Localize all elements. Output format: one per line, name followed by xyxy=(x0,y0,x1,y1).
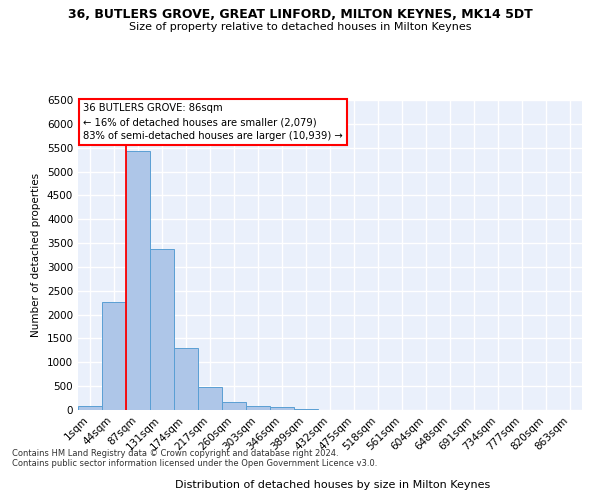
Text: Contains HM Land Registry data © Crown copyright and database right 2024.: Contains HM Land Registry data © Crown c… xyxy=(12,448,338,458)
Text: Contains public sector information licensed under the Open Government Licence v3: Contains public sector information licen… xyxy=(12,458,377,468)
Bar xyxy=(150,249,174,410)
Bar xyxy=(102,302,126,410)
Text: 36, BUTLERS GROVE, GREAT LINFORD, MILTON KEYNES, MK14 5DT: 36, BUTLERS GROVE, GREAT LINFORD, MILTON… xyxy=(68,8,532,20)
Bar xyxy=(174,348,198,410)
Bar xyxy=(126,151,150,410)
Bar xyxy=(198,387,222,410)
Bar xyxy=(270,408,294,410)
Bar xyxy=(246,406,270,410)
Text: Distribution of detached houses by size in Milton Keynes: Distribution of detached houses by size … xyxy=(175,480,491,490)
Text: 36 BUTLERS GROVE: 86sqm
← 16% of detached houses are smaller (2,079)
83% of semi: 36 BUTLERS GROVE: 86sqm ← 16% of detache… xyxy=(83,103,343,141)
Bar xyxy=(222,402,246,410)
Y-axis label: Number of detached properties: Number of detached properties xyxy=(31,173,41,337)
Text: Size of property relative to detached houses in Milton Keynes: Size of property relative to detached ho… xyxy=(129,22,471,32)
Bar xyxy=(78,406,102,410)
Bar xyxy=(294,408,318,410)
